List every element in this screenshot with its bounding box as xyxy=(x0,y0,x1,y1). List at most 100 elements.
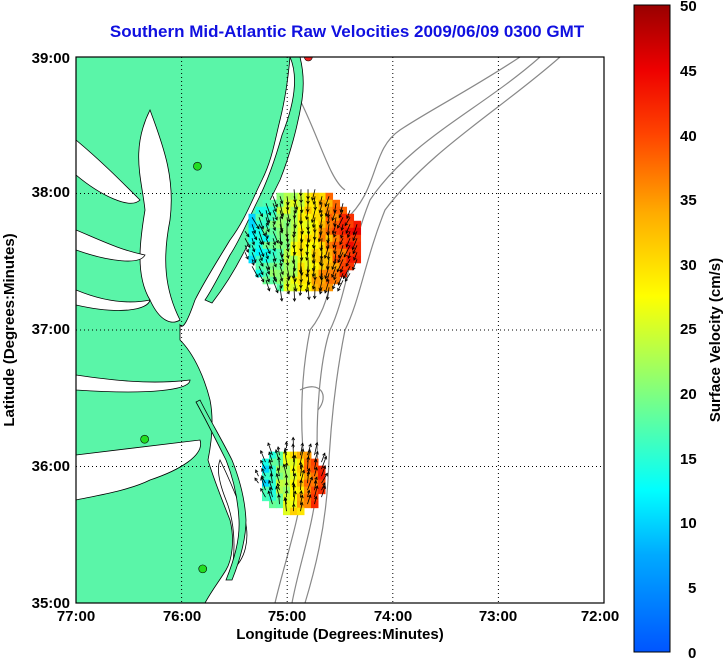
velocity-cell xyxy=(303,472,312,481)
velocity-arrow xyxy=(300,443,304,456)
velocity-arrowhead xyxy=(273,278,278,283)
velocity-arrow xyxy=(258,266,264,275)
velocity-arrowhead xyxy=(299,192,303,197)
velocity-cell xyxy=(261,465,270,474)
velocity-arrow xyxy=(333,245,337,254)
velocity-arrow xyxy=(337,217,344,229)
velocity-arrowhead xyxy=(259,241,263,246)
velocity-arrow xyxy=(279,280,282,289)
velocity-arrowhead xyxy=(260,271,264,276)
velocity-arrow xyxy=(279,252,284,263)
velocity-arrowhead xyxy=(324,472,328,477)
velocity-arrow xyxy=(286,238,289,247)
velocity-arrowhead xyxy=(291,443,295,447)
velocity-cell xyxy=(296,451,305,460)
velocity-arrow xyxy=(268,452,273,463)
velocity-arrowhead xyxy=(267,250,271,255)
velocity-arrow xyxy=(314,442,318,456)
velocity-arrow xyxy=(272,210,278,220)
velocity-arrowhead xyxy=(307,448,312,453)
velocity-cell xyxy=(310,493,319,502)
velocity-cell xyxy=(268,486,277,495)
velocity-arrowhead xyxy=(326,256,331,261)
velocity-cell xyxy=(303,500,312,509)
velocity-arrow xyxy=(312,259,316,271)
velocity-arrowhead xyxy=(314,495,318,500)
velocity-cell xyxy=(296,507,305,516)
velocity-cell xyxy=(275,465,284,474)
velocity-arrowhead xyxy=(260,476,264,481)
velocity-arrowhead xyxy=(315,450,319,455)
velocity-arrow xyxy=(272,217,276,225)
velocity-arrowhead xyxy=(319,277,324,281)
velocity-arrow xyxy=(319,217,323,229)
velocity-arrowhead xyxy=(343,275,347,280)
colorbar-tick-label: 5 xyxy=(688,580,696,597)
velocity-arrow xyxy=(352,245,358,254)
velocity-arrowhead xyxy=(261,467,265,472)
velocity-arrowhead xyxy=(268,486,273,491)
velocity-arrow xyxy=(251,252,257,263)
velocity-arrow xyxy=(313,196,316,205)
velocity-cell xyxy=(317,465,326,474)
velocity-arrowhead xyxy=(344,222,348,227)
velocity-cell xyxy=(303,493,312,502)
velocity-arrowhead xyxy=(306,467,311,472)
velocity-arrow xyxy=(321,456,327,470)
velocity-arrow xyxy=(244,252,249,260)
velocity-arrowhead xyxy=(322,485,327,489)
velocity-arrowhead xyxy=(345,263,349,267)
velocity-arrow xyxy=(283,464,287,477)
velocity-arrowhead xyxy=(272,241,277,246)
velocity-arrowhead xyxy=(322,465,327,469)
velocity-arrowhead xyxy=(267,287,271,292)
velocity-cell xyxy=(289,458,298,467)
velocity-arrow xyxy=(300,480,302,491)
velocity-arrowhead xyxy=(313,206,317,211)
velocity-arrowhead xyxy=(306,227,310,231)
velocity-cell xyxy=(268,500,277,509)
y-tick-label: 37:00 xyxy=(32,321,70,338)
velocity-arrowhead xyxy=(272,221,276,225)
velocity-arrowhead xyxy=(311,285,316,290)
velocity-arrowhead xyxy=(317,238,322,243)
velocity-arrow xyxy=(272,245,276,252)
velocity-arrow xyxy=(272,280,279,293)
velocity-arrowhead xyxy=(339,269,344,273)
velocity-arrow xyxy=(337,280,344,292)
velocity-cell xyxy=(268,479,277,488)
velocity-arrow xyxy=(314,451,319,463)
velocity-arrowhead xyxy=(299,490,303,494)
velocity-arrow xyxy=(279,224,283,233)
velocity-arrow xyxy=(277,446,280,456)
y-tick-labels: 39:00 38:00 37:00 36:00 35:00 xyxy=(32,50,70,612)
velocity-arrow xyxy=(307,443,312,456)
velocity-arrowhead xyxy=(274,216,278,221)
velocity-arrowhead xyxy=(314,476,318,481)
velocity-arrowhead xyxy=(279,285,283,289)
velocity-arrow xyxy=(314,467,318,477)
velocity-arrowhead xyxy=(247,244,251,249)
velocity-arrowhead xyxy=(353,257,357,261)
velocity-arrowhead xyxy=(339,241,343,246)
velocity-cell xyxy=(296,465,305,474)
velocity-arrow xyxy=(265,252,269,259)
velocity-arrow xyxy=(286,203,289,210)
velocity-arrow xyxy=(352,238,358,250)
velocity-arrow xyxy=(314,480,317,491)
velocity-arrowhead xyxy=(299,248,303,253)
velocity-arrowhead xyxy=(255,469,259,474)
velocity-arrow xyxy=(353,252,358,261)
velocity-arrowhead xyxy=(313,480,318,484)
velocity-arrowhead xyxy=(331,274,335,278)
colorbar-tick-label: 20 xyxy=(680,386,697,403)
velocity-arrowhead xyxy=(333,276,337,281)
radar-station-marker xyxy=(304,57,313,62)
velocity-arrowhead xyxy=(267,442,271,447)
velocity-arrowhead xyxy=(284,481,289,486)
velocity-arrowhead xyxy=(275,239,279,244)
velocity-arrowhead xyxy=(286,243,290,248)
velocity-arrowhead xyxy=(275,485,279,490)
velocity-arrowhead xyxy=(352,237,356,242)
velocity-arrowhead xyxy=(292,483,296,488)
